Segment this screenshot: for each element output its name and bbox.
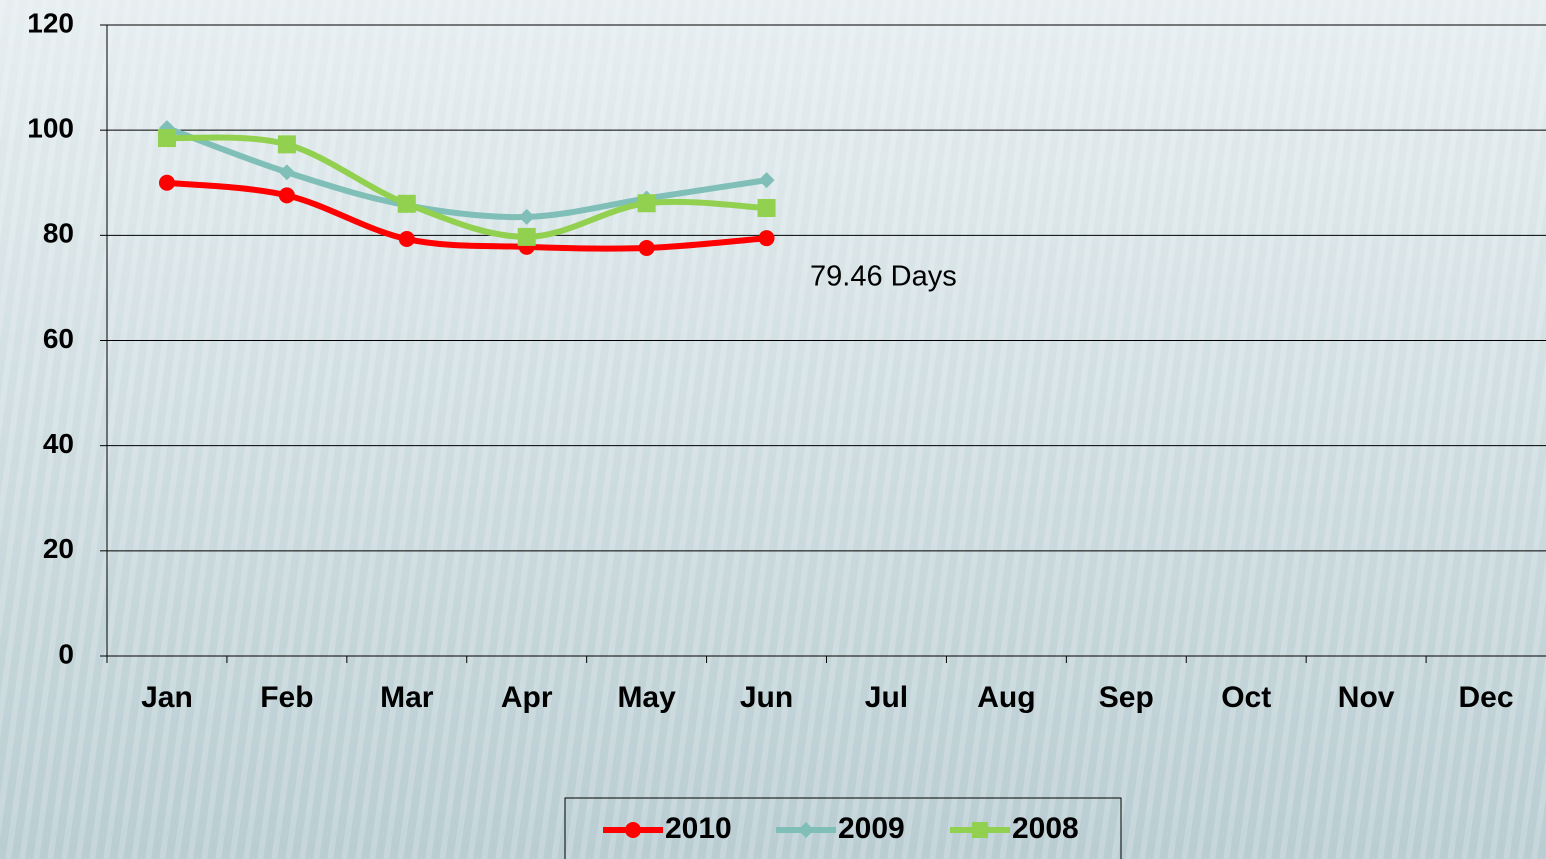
marker — [517, 227, 536, 246]
legend-box — [564, 797, 1122, 859]
x-tick-label: Sep — [1099, 681, 1154, 714]
x-tick-label: May — [617, 681, 676, 714]
x-tick-label: Nov — [1338, 681, 1395, 714]
marker — [638, 239, 655, 256]
x-tick-label: Jan — [141, 681, 193, 714]
x-tick-label: Jun — [740, 681, 793, 714]
legend: 2010 2009 2008 — [564, 797, 1122, 859]
marker — [758, 230, 775, 247]
marker — [277, 135, 296, 154]
legend-label: 2009 — [838, 812, 905, 845]
series — [157, 129, 776, 246]
marker — [158, 174, 175, 191]
x-tick-label: Jul — [865, 681, 908, 714]
y-tick-label: 120 — [27, 7, 74, 38]
annotation: 79.46 Days — [810, 261, 957, 293]
line — [166, 179, 767, 252]
marker — [798, 822, 814, 838]
x-tick-label: Oct — [1221, 681, 1271, 714]
y-tick-label: 20 — [43, 533, 74, 564]
marker — [278, 187, 295, 204]
y-tick-label: 40 — [43, 428, 74, 459]
x-tick-label: Feb — [260, 681, 313, 714]
y-tick-label: 100 — [27, 113, 74, 144]
marker — [397, 194, 416, 213]
x-tick-label: Mar — [380, 681, 434, 714]
legend-label: 2010 — [665, 812, 732, 845]
x-tick-label: Aug — [977, 681, 1035, 714]
marker — [637, 194, 656, 213]
line — [165, 125, 767, 221]
y-tick-label: 80 — [43, 218, 74, 249]
marker — [625, 822, 641, 838]
y-tick-label: 60 — [43, 323, 74, 354]
marker — [972, 822, 988, 838]
marker — [278, 164, 295, 181]
marker — [757, 198, 776, 217]
marker — [398, 231, 415, 248]
x-tick-label: Dec — [1459, 681, 1514, 714]
marker — [518, 208, 535, 225]
marker — [758, 172, 775, 189]
legend-label: 2008 — [1012, 812, 1079, 845]
marker — [157, 129, 176, 148]
y-tick-label: 0 — [58, 638, 74, 669]
x-tick-label: Apr — [501, 681, 553, 714]
